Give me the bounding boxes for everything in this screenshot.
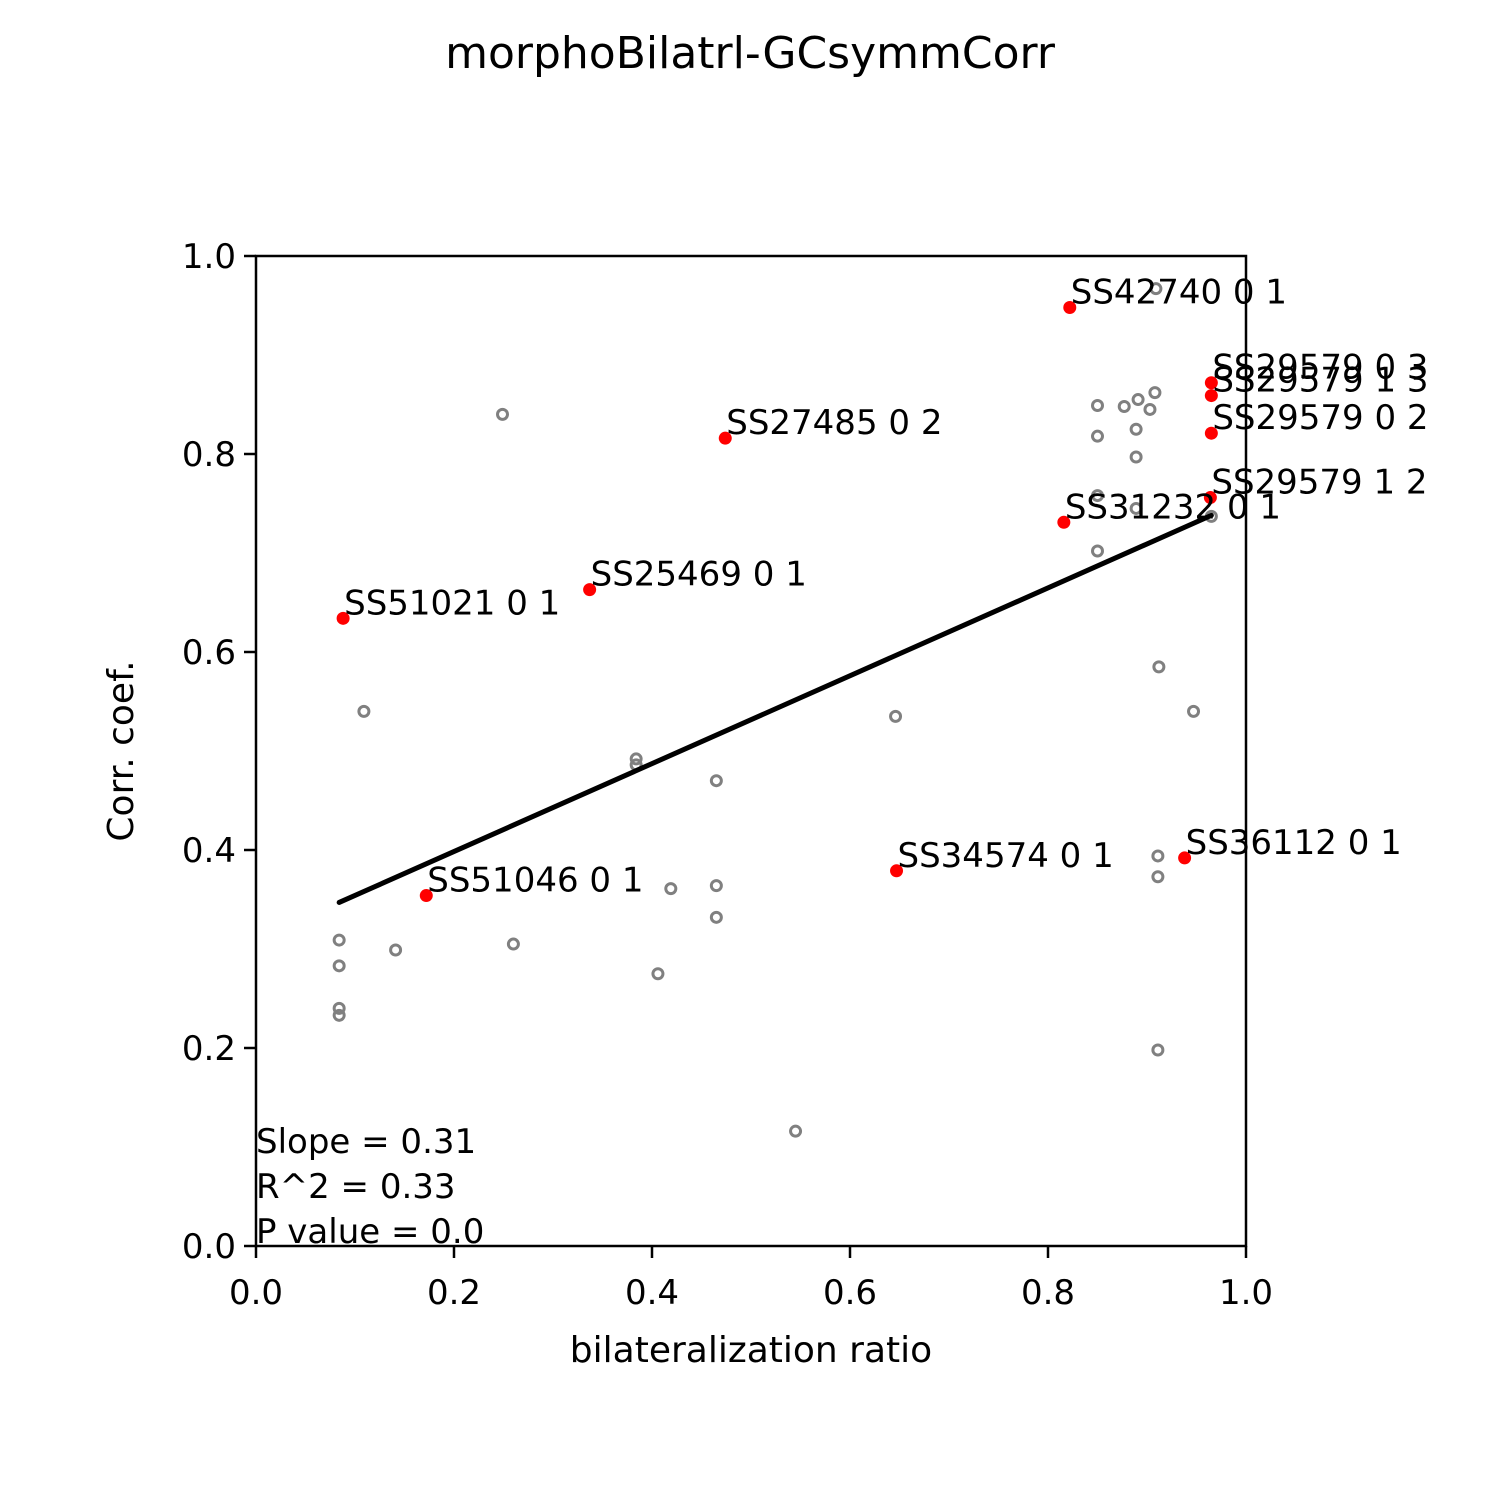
other-point: [1187, 704, 1201, 718]
highlighted-point: [718, 431, 732, 445]
y-tick-label: 0.0: [182, 1227, 236, 1267]
other-point: [1091, 489, 1104, 503]
point-label: SS29579 0 2: [1212, 398, 1428, 438]
other-point: [629, 752, 643, 766]
point-label: SS36112 0 1: [1186, 823, 1402, 863]
slope-annotation: Slope = 0.31: [256, 1122, 476, 1162]
other-points-group: [332, 282, 1218, 1138]
x-tick-label: 1.0: [1219, 1273, 1273, 1313]
highlighted-point: [890, 864, 904, 878]
other-point: [496, 407, 510, 421]
other-point: [1151, 1043, 1165, 1057]
point-label: SS27485 0 2: [726, 403, 942, 443]
x-tick-label: 0.6: [823, 1273, 877, 1313]
point-label: SS31232 0 1: [1065, 487, 1281, 527]
x-axis: 0.0 0.2 0.4 0.6 0.8 1.0: [229, 1246, 1273, 1313]
fit-line: [336, 512, 1214, 905]
other-point: [1117, 399, 1131, 413]
highlighted-point: [1204, 426, 1218, 440]
other-point: [1148, 386, 1162, 400]
highlighted-point: [336, 611, 350, 625]
other-point: [789, 1124, 803, 1138]
x-axis-title: bilateralization ratio: [570, 1330, 932, 1371]
y-tick-label: 0.6: [182, 633, 236, 673]
y-axis-title: Corr. coef.: [101, 660, 142, 841]
other-point: [651, 967, 665, 981]
other-point: [1129, 450, 1143, 464]
other-point: [709, 910, 723, 924]
highlighted-points-group: [336, 300, 1218, 903]
other-point: [1151, 849, 1165, 863]
point-label: SS51046 0 1: [427, 861, 643, 901]
other-point: [1091, 429, 1104, 443]
x-tick-label: 0.0: [229, 1273, 283, 1313]
other-point: [1091, 544, 1104, 558]
y-tick-label: 0.2: [182, 1029, 236, 1069]
x-tick-label: 0.2: [427, 1273, 481, 1313]
pvalue-annotation: P value = 0.0: [256, 1212, 484, 1252]
other-point: [332, 959, 346, 973]
highlighted-point: [1203, 491, 1217, 505]
other-point: [1131, 393, 1145, 407]
r2-annotation: R^2 = 0.33: [256, 1167, 456, 1207]
highlighted-point: [1178, 851, 1192, 865]
highlighted-point: [583, 583, 597, 597]
x-tick-label: 0.8: [1021, 1273, 1075, 1313]
point-label: SS51021 0 1: [344, 583, 560, 623]
other-point: [1143, 402, 1157, 416]
other-point: [1091, 398, 1104, 412]
other-point: [1149, 282, 1163, 296]
y-tick-label: 0.8: [182, 435, 236, 475]
other-point: [332, 933, 346, 947]
highlighted-point: [1063, 300, 1077, 314]
other-point: [332, 1001, 346, 1015]
point-label: SS29579 1 3: [1212, 361, 1428, 401]
other-point: [1129, 422, 1143, 436]
other-point: [709, 879, 723, 893]
highlighted-point: [1204, 389, 1218, 403]
point-label: SS42740 0 1: [1071, 272, 1287, 312]
other-point: [332, 1008, 346, 1022]
plot-frame: [254, 254, 1248, 1248]
fit-line-group: [336, 512, 1214, 905]
other-point: [389, 943, 403, 957]
other-point: [1129, 501, 1143, 515]
other-point: [357, 704, 371, 718]
other-point: [1151, 870, 1165, 884]
other-point: [1152, 660, 1166, 674]
highlighted-point: [1204, 376, 1218, 390]
other-point: [664, 882, 678, 896]
other-point: [889, 709, 903, 723]
point-label: SS25469 0 1: [591, 555, 807, 595]
highlighted-point: [419, 889, 433, 903]
chart-title: morphoBilatrl-GCsymmCorr: [445, 28, 1056, 79]
point-label: SS29579 1 2: [1211, 463, 1427, 503]
y-tick-label: 1.0: [182, 237, 236, 277]
other-point: [709, 774, 723, 788]
point-label: SS29579 0 3: [1212, 348, 1428, 388]
other-point: [506, 937, 520, 951]
y-axis: 0.0 0.2 0.4 0.6 0.8 1.0: [182, 237, 256, 1267]
point-label: SS34574 0 1: [898, 836, 1114, 876]
y-tick-label: 0.4: [182, 831, 236, 871]
x-tick-label: 0.4: [625, 1273, 679, 1313]
highlighted-point: [1057, 515, 1071, 529]
